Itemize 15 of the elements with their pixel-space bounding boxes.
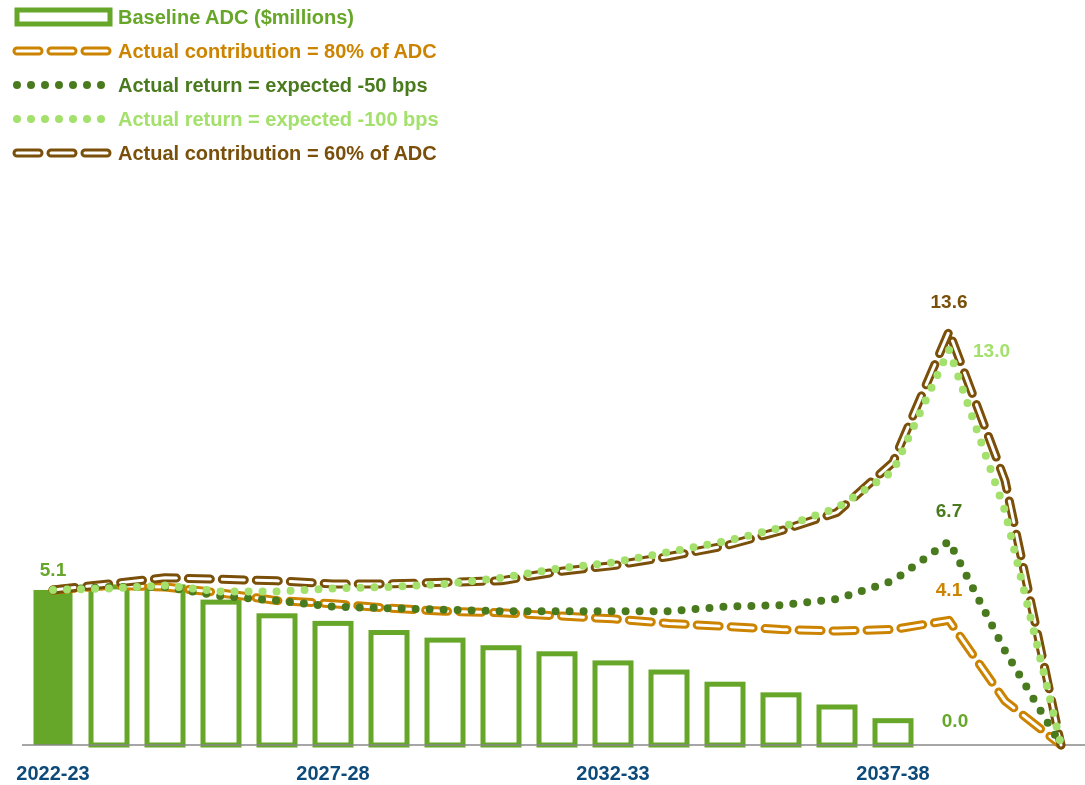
- legend-label: Actual return = expected -50 bps: [118, 74, 428, 96]
- data-label: 13.0: [973, 339, 1010, 361]
- data-label: 5.1: [39, 558, 67, 580]
- legend-label: Actual contribution = 80% of ADC: [118, 40, 437, 62]
- legend-label: Actual return = expected -100 bps: [118, 108, 439, 130]
- x-tick-label: 2032-33: [576, 762, 650, 784]
- data-label: 0.0: [941, 710, 969, 731]
- legend-label: Baseline ADC ($millions): [118, 6, 354, 28]
- data-label: 6.7: [935, 500, 963, 522]
- legend-label: Actual contribution = 60% of ADC: [118, 142, 437, 164]
- data-label: 4.1: [935, 579, 963, 601]
- x-tick-label: 2037-38: [856, 762, 930, 784]
- x-tick-label: 2022-23: [16, 762, 90, 784]
- data-label: 13.6: [930, 290, 968, 312]
- x-tick-label: 2027-28: [296, 762, 370, 784]
